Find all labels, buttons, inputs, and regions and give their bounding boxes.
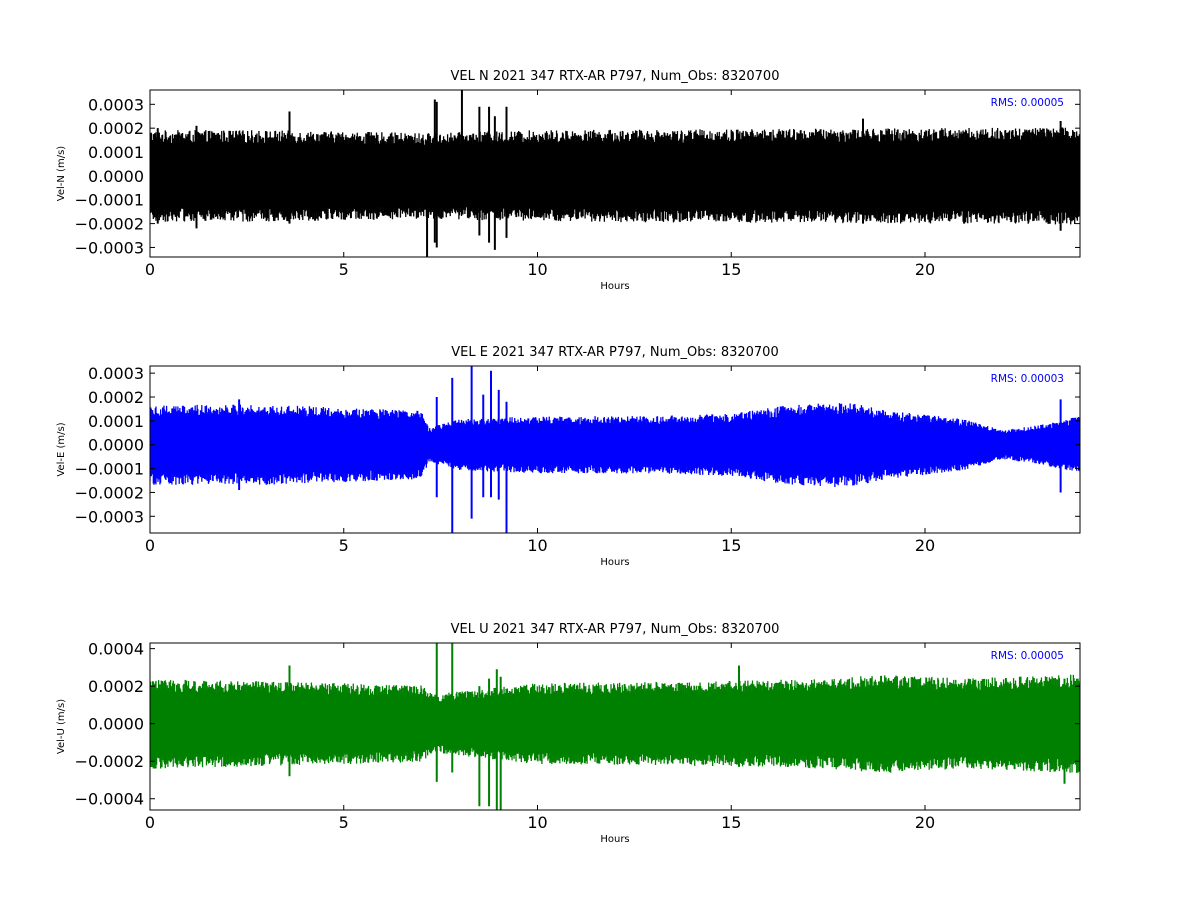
data-series: [150, 643, 1080, 810]
noise-core: [150, 414, 1080, 476]
data-series: [150, 90, 1080, 257]
xtick-label: 10: [527, 813, 547, 832]
xtick-label: 20: [915, 260, 935, 279]
noise-core: [150, 688, 1080, 759]
x-axis-label: Hours: [600, 281, 629, 292]
panel-title: VEL U 2021 347 RTX-AR P797, Num_Obs: 832…: [451, 622, 780, 637]
ytick-label: −0.0003: [75, 507, 144, 526]
xtick-label: 10: [527, 536, 547, 555]
panel-0: VEL N 2021 347 RTX-AR P797, Num_Obs: 832…: [56, 69, 1081, 292]
axes-frame: [149, 642, 1081, 811]
x-axis-label: Hours: [600, 557, 629, 568]
xtick-label: 10: [527, 260, 547, 279]
xtick-label: 5: [339, 536, 349, 555]
y-axis-label: Vel-E (m/s): [56, 422, 67, 476]
x-axis-label: Hours: [600, 834, 629, 845]
ytick-label: −0.0002: [75, 215, 144, 234]
xtick-label: 15: [721, 536, 741, 555]
ytick-label: 0.0000: [88, 715, 144, 734]
rms-annotation: RMS: 0.00003: [991, 373, 1064, 385]
ytick-label: 0.0003: [88, 364, 144, 383]
xtick-label: 20: [915, 536, 935, 555]
panel-1: VEL E 2021 347 RTX-AR P797, Num_Obs: 832…: [56, 345, 1081, 568]
panel-title: VEL E 2021 347 RTX-AR P797, Num_Obs: 832…: [451, 345, 778, 360]
rms-annotation: RMS: 0.00005: [991, 97, 1064, 109]
xtick-label: 5: [339, 260, 349, 279]
ytick-label: 0.0004: [88, 640, 144, 659]
ytick-label: −0.0002: [75, 483, 144, 502]
y-axis-label: Vel-N (m/s): [56, 146, 67, 201]
ytick-label: 0.0002: [88, 119, 144, 138]
data-series: [150, 366, 1080, 533]
ytick-label: −0.0001: [75, 191, 144, 210]
xtick-label: 0: [145, 260, 155, 279]
ytick-label: 0.0003: [88, 95, 144, 114]
axes-frame: [149, 89, 1081, 258]
ytick-label: 0.0000: [88, 436, 144, 455]
ytick-label: 0.0002: [88, 388, 144, 407]
ytick-label: −0.0004: [75, 790, 144, 809]
xtick-label: 20: [915, 813, 935, 832]
xtick-label: 15: [721, 813, 741, 832]
xtick-label: 15: [721, 260, 741, 279]
ytick-label: 0.0001: [88, 143, 144, 162]
noise-core: [150, 141, 1080, 211]
ytick-label: −0.0001: [75, 460, 144, 479]
panel-2: VEL U 2021 347 RTX-AR P797, Num_Obs: 832…: [56, 622, 1081, 845]
ytick-label: 0.0001: [88, 412, 144, 431]
y-axis-label: Vel-U (m/s): [56, 699, 67, 754]
ytick-label: 0.0002: [88, 677, 144, 696]
xtick-label: 0: [145, 813, 155, 832]
ytick-label: 0.0000: [88, 167, 144, 186]
rms-annotation: RMS: 0.00005: [991, 650, 1064, 662]
xtick-label: 5: [339, 813, 349, 832]
ytick-label: −0.0002: [75, 752, 144, 771]
axes-frame: [149, 365, 1081, 534]
ytick-label: −0.0003: [75, 238, 144, 257]
panel-title: VEL N 2021 347 RTX-AR P797, Num_Obs: 832…: [451, 69, 780, 84]
xtick-label: 0: [145, 536, 155, 555]
